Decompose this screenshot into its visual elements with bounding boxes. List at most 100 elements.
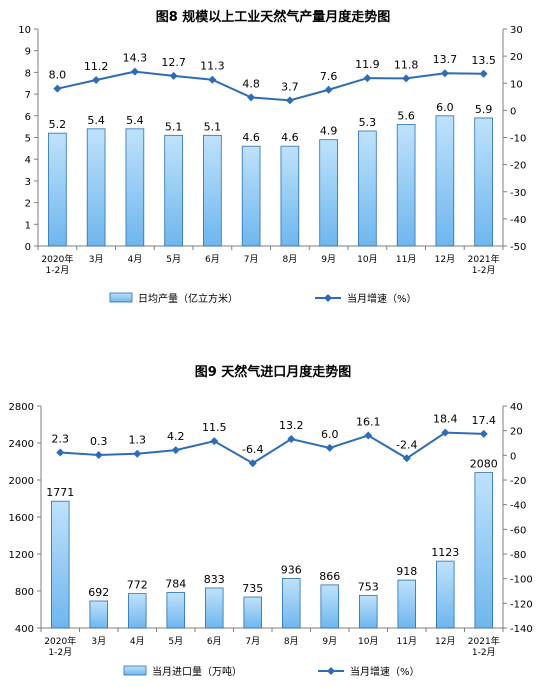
line-data-label: 8.0 [49, 69, 67, 82]
legend-line-label: 当月增速（%） [347, 292, 417, 305]
y-tick-label-left: 9 [25, 47, 31, 58]
x-tick-label: 9月 [321, 254, 336, 265]
bar-data-label: 5.4 [126, 114, 144, 127]
y-tick-label-left: 8 [25, 68, 31, 79]
bar-data-label: 753 [358, 580, 379, 593]
x-tick-label: 4月 [130, 636, 145, 647]
line-point [171, 446, 180, 455]
y-tick-label-right: -20 [510, 476, 526, 487]
y-tick-label-right: 40 [510, 402, 523, 413]
x-tick-label: 10月 [357, 254, 377, 265]
bar [397, 579, 417, 629]
bar-data-label: 2080 [470, 458, 498, 471]
line-data-label: 11.3 [200, 60, 225, 73]
x-tick-label: 7月 [245, 636, 260, 647]
growth-line [60, 431, 484, 465]
line-data-label: 13.5 [471, 54, 496, 67]
y-tick-label-right: 20 [510, 52, 523, 63]
bar [243, 596, 263, 629]
bar [435, 115, 455, 247]
bar [86, 128, 106, 247]
bar [127, 593, 147, 629]
line-point [53, 84, 62, 93]
bar-data-label: 1123 [431, 546, 459, 559]
chart-production-plot: 012345678910-50-40-30-20-1001020302020年1… [18, 25, 526, 305]
y-tick-label-left: 2 [25, 199, 31, 210]
x-tick-label: 4月 [128, 254, 143, 265]
y-tick-label-left: 7 [25, 90, 31, 101]
bar-data-label: 918 [396, 565, 417, 578]
x-tick-label: 8月 [283, 254, 298, 265]
line-point [169, 71, 178, 80]
line-data-label: 12.7 [161, 56, 186, 69]
line-point [92, 75, 101, 84]
line-point [364, 431, 373, 440]
line-point [479, 429, 488, 438]
y-tick-label-right: -50 [510, 242, 526, 253]
line-data-label: 14.3 [123, 52, 148, 65]
line-data-label: 11.5 [202, 421, 227, 434]
bar-data-label: 5.1 [165, 120, 183, 133]
y-tick-label-right: 30 [510, 25, 523, 36]
bar [125, 128, 145, 247]
x-tick-label: 8月 [284, 636, 299, 647]
line-point [208, 75, 217, 84]
line-data-label: 18.4 [433, 413, 458, 426]
bar [474, 472, 494, 629]
line-point [247, 93, 256, 102]
y-tick-label-left: 3 [25, 177, 31, 188]
legend-bar-label: 日均产量（亿立方米） [138, 292, 238, 305]
bar [280, 145, 300, 247]
bar-data-label: 5.2 [49, 118, 67, 131]
y-tick-label-right: -100 [510, 575, 533, 586]
chart-imports-plot: 40080012001600200024002800-140-120-100-8… [9, 402, 533, 678]
bar [319, 139, 338, 247]
bar [241, 145, 261, 247]
chart-production: 图8 规模以上工业天然气产量月度走势图 0 1 2 3 4 5 6 7 8 9 10 -50 -40 -3… [0, 0, 546, 320]
line-data-label: 0.3 [90, 435, 108, 448]
bar [50, 500, 70, 629]
line-data-label: 7.6 [320, 70, 338, 83]
bar-data-label: 936 [281, 563, 302, 576]
legend-line-marker [324, 294, 332, 302]
line-data-label: 16.1 [356, 415, 381, 428]
line-point [248, 459, 257, 468]
line-data-label: 11.2 [84, 60, 109, 73]
bar [358, 130, 377, 247]
line-point [94, 450, 103, 459]
legend-line-marker [327, 667, 335, 675]
y-tick-label-left: 1600 [9, 513, 34, 524]
chart-title: 图8 规模以上工业天然气产量月度走势图 [155, 10, 391, 25]
x-tick-label: 11月 [396, 254, 416, 265]
bar [48, 132, 67, 247]
y-tick-label-left: 400 [15, 624, 34, 635]
bar [166, 592, 186, 629]
x-tick-label: 9月 [322, 636, 337, 647]
y-tick-label-left: 2000 [9, 476, 34, 487]
legend-bar-swatch [123, 665, 147, 676]
y-tick-label-right: -60 [510, 525, 526, 536]
chart-imports: 图9 天然气进口月度走势图 400 800 1200 1600 2000 2400 2800… [0, 355, 546, 696]
line-data-label: 13.2 [279, 419, 304, 432]
bar [164, 134, 183, 247]
x-tick-label: 3月 [91, 636, 106, 647]
chart-title: 图9 天然气进口月度走势图 [194, 365, 352, 380]
y-tick-label-left: 10 [18, 25, 31, 36]
line-data-label: 13.7 [433, 53, 458, 66]
line-point [130, 67, 139, 76]
bar [89, 600, 109, 629]
line-point [287, 435, 296, 444]
x-tick-label: 1-2月 [472, 265, 496, 276]
bar [281, 578, 301, 629]
line-point [285, 96, 294, 105]
bar-data-label: 735 [242, 582, 263, 595]
bar-data-label: 772 [127, 579, 148, 592]
bar-data-label: 5.4 [87, 114, 105, 127]
bar-data-label: 4.6 [242, 131, 260, 144]
line-point [324, 85, 333, 94]
y-tick-label-right: -10 [510, 134, 526, 145]
legend-bar-swatch [109, 292, 133, 303]
line-point [479, 69, 488, 78]
line-data-label: 2.3 [52, 432, 70, 445]
legend-bar-label: 当月进口量（万吨） [152, 665, 242, 678]
